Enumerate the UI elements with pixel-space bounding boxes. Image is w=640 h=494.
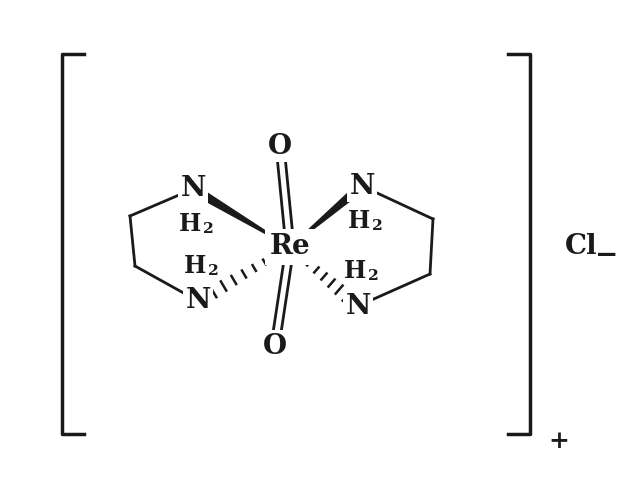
Text: H: H bbox=[184, 254, 206, 278]
Text: 2: 2 bbox=[372, 219, 383, 233]
Text: +: + bbox=[548, 429, 569, 453]
Text: −: − bbox=[595, 242, 618, 269]
Text: N: N bbox=[180, 175, 205, 203]
Text: Re: Re bbox=[269, 234, 310, 260]
Text: O: O bbox=[263, 332, 287, 360]
Text: 2: 2 bbox=[208, 264, 219, 278]
Text: Cl: Cl bbox=[565, 234, 598, 260]
Text: N: N bbox=[186, 288, 211, 315]
Text: N: N bbox=[349, 172, 374, 200]
Text: 2: 2 bbox=[203, 222, 214, 236]
Text: O: O bbox=[268, 132, 292, 160]
Text: N: N bbox=[346, 292, 371, 320]
Text: H: H bbox=[179, 212, 201, 236]
Text: H: H bbox=[348, 209, 370, 233]
Text: 2: 2 bbox=[368, 269, 379, 283]
Text: H: H bbox=[344, 259, 366, 283]
Polygon shape bbox=[191, 185, 290, 247]
Polygon shape bbox=[290, 183, 365, 247]
